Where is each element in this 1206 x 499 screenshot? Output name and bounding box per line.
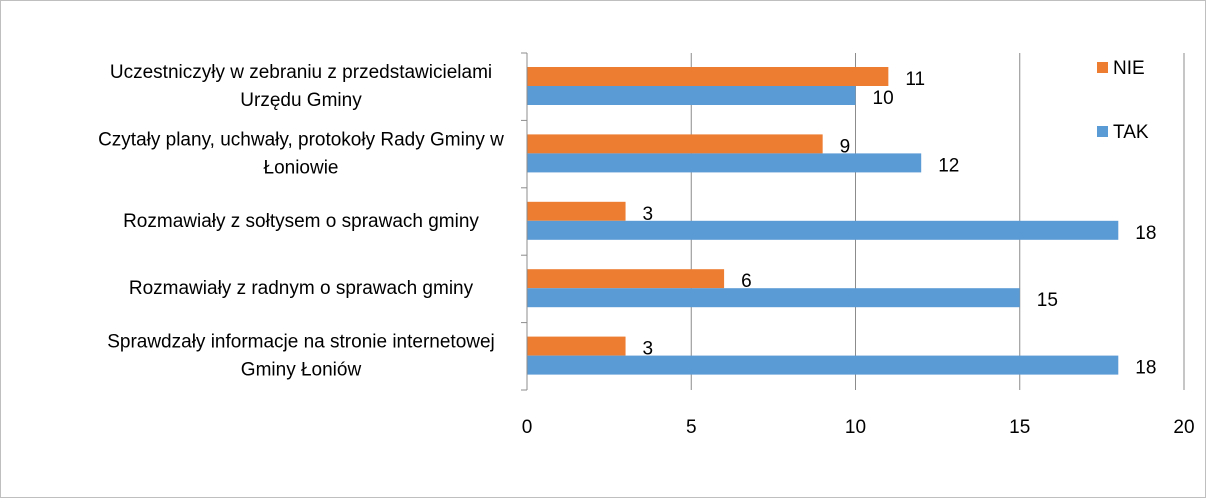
- bar-tak: [527, 153, 922, 173]
- x-tick-label: 10: [845, 417, 866, 438]
- data-label-nie: 11: [905, 69, 925, 90]
- data-label-nie: 3: [643, 204, 654, 225]
- legend-label-nie: NIE: [1113, 58, 1145, 79]
- category-label: Rozmawiały z sołtysem o sprawach gminy: [123, 211, 479, 232]
- x-tick-label: 5: [686, 417, 697, 438]
- category-label: Łoniowie: [264, 157, 339, 178]
- legend-swatch-nie: [1097, 62, 1108, 73]
- bar-tak: [527, 86, 856, 105]
- bar-nie: [527, 201, 626, 221]
- legend-label-tak: TAK: [1113, 122, 1149, 143]
- data-label-nie: 3: [643, 339, 654, 360]
- bar-nie: [527, 67, 889, 86]
- category-label: Rozmawiały z radnym o sprawach gminy: [129, 278, 474, 299]
- category-label: Gminy Łoniów: [241, 360, 362, 381]
- bar-nie: [527, 134, 823, 154]
- category-labels: Uczestniczyły w zebraniu z przedstawicie…: [98, 62, 504, 381]
- data-label-tak: 18: [1135, 223, 1156, 244]
- x-tick-label: 0: [522, 417, 533, 438]
- bar-nie: [527, 269, 725, 289]
- legend-swatch-tak: [1097, 126, 1108, 137]
- bars: [527, 67, 1119, 375]
- data-label-tak: 15: [1037, 290, 1058, 311]
- category-label: Urzędu Gminy: [240, 90, 362, 111]
- data-label-tak: 12: [938, 155, 959, 176]
- legend: NIE TAK: [1097, 58, 1149, 143]
- x-tick-label: 20: [1173, 417, 1194, 438]
- bar-tak: [527, 220, 1119, 240]
- bar-tak: [527, 288, 1020, 308]
- category-axis: [521, 52, 528, 391]
- data-labels: 11 10 9 12 3 18 6 15 3 18: [643, 69, 1157, 379]
- x-tick-labels: 0 5 10 15 20: [522, 417, 1195, 438]
- data-label-tak: 10: [873, 88, 894, 109]
- category-label: Czytały plany, uchwały, protokoły Rady G…: [98, 129, 504, 150]
- data-label-tak: 18: [1135, 358, 1156, 379]
- bar-nie: [527, 336, 626, 356]
- category-label: Sprawdzały informacje na stronie interne…: [107, 332, 495, 353]
- category-label: Uczestniczyły w zebraniu z przedstawicie…: [110, 62, 492, 83]
- data-label-nie: 9: [840, 136, 851, 157]
- data-label-nie: 6: [741, 271, 752, 292]
- x-tick-label: 15: [1009, 417, 1030, 438]
- bar-tak: [527, 355, 1119, 375]
